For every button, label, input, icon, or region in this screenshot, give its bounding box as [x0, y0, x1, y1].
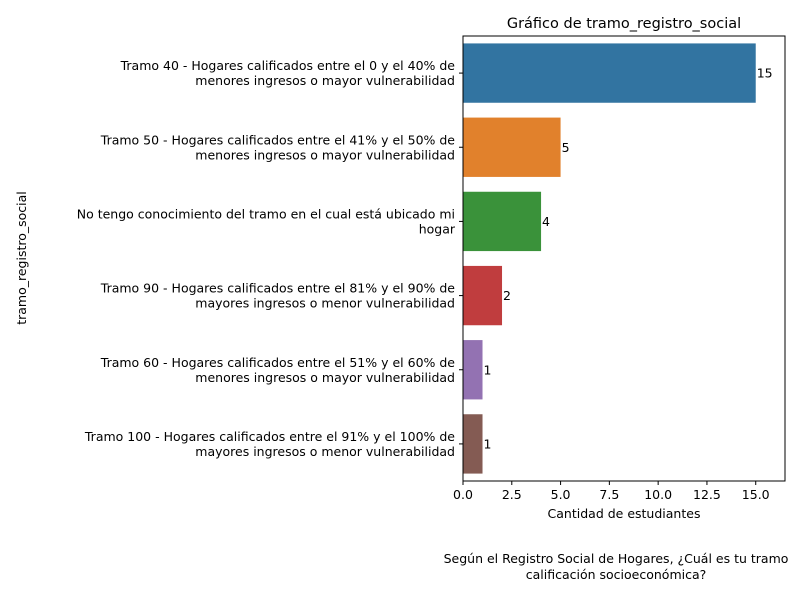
x-axis-label: Cantidad de estudiantes [548, 506, 701, 521]
y-tick-label: Tramo 40 - Hogares calificados entre el … [120, 58, 456, 73]
y-tick-label: Tramo 90 - Hogares calificados entre el … [100, 281, 456, 296]
y-tick-label: No tengo conocimiento del tramo en el cu… [77, 206, 455, 221]
y-tick-label: Tramo 100 - Hogares calificados entre el… [84, 429, 455, 444]
data-label: 1 [484, 436, 492, 451]
y-tick-label: Tramo 50 - Hogares calificados entre el … [100, 132, 456, 147]
data-label: 5 [562, 140, 570, 155]
bar [463, 117, 561, 177]
bar [463, 191, 542, 252]
bars-group: 15 5 4 2 1 1 [463, 43, 773, 474]
data-label: 4 [542, 214, 550, 229]
x-tick-label: 12.5 [693, 487, 721, 502]
x-ticks: 0.0 2.5 5.0 7.5 10.0 12.5 15.0 [453, 481, 770, 502]
y-tick-labels: Tramo 40 - Hogares calificados entre el … [77, 58, 463, 459]
x-tick-label: 10.0 [644, 487, 672, 502]
plot-frame [462, 35, 786, 482]
x-tick-label: 5.0 [551, 487, 571, 502]
y-tick-label: menores ingresos o mayor vulnerabilidad [195, 147, 455, 162]
x-tick-label: 0.0 [453, 487, 473, 502]
y-tick-label: hogar [419, 221, 456, 236]
bar [463, 265, 503, 326]
chart-title: Gráfico de tramo_registro_social [507, 16, 741, 32]
data-label: 15 [757, 66, 773, 81]
y-tick-label: mayores ingresos o menor vulnerabilidad [195, 296, 455, 311]
data-label: 2 [503, 288, 511, 303]
y-tick-label: menores ingresos o mayor vulnerabilidad [195, 370, 455, 385]
x-tick-label: 7.5 [599, 487, 619, 502]
caption-line-2: calificación socioeconómica? [526, 567, 707, 582]
x-tick-label: 15.0 [742, 487, 770, 502]
y-tick-label: mayores ingresos o menor vulnerabilidad [195, 444, 455, 459]
caption-line-1: Según el Registro Social de Hogares, ¿Cu… [444, 551, 789, 566]
y-tick-label: Tramo 60 - Hogares calificados entre el … [100, 355, 456, 370]
bar [463, 43, 756, 103]
bar [463, 414, 483, 474]
x-tick-label: 2.5 [502, 487, 522, 502]
y-tick-label: menores ingresos o mayor vulnerabilidad [195, 73, 455, 88]
data-label: 1 [484, 362, 492, 377]
y-axis-label: tramo_registro_social [14, 191, 29, 325]
bar [463, 340, 483, 400]
